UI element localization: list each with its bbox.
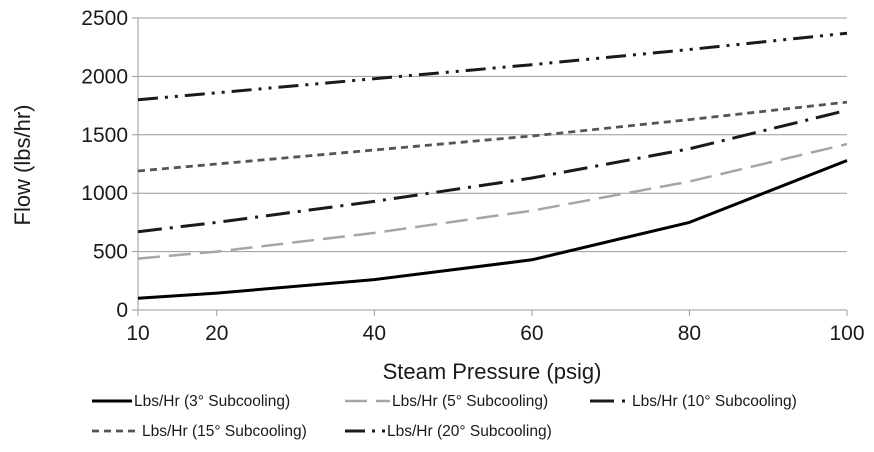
x-axis-title: Steam Pressure (psig): [383, 359, 602, 384]
legend-label-4: Lbs/Hr (15° Subcooling): [142, 423, 307, 440]
y-tick-label: 500: [93, 241, 128, 264]
legend: Lbs/Hr (3° Subcooling) Lbs/Hr (5° Subcool…: [92, 393, 797, 440]
gridlines: [137, 17, 847, 311]
x-tick-label: 10: [126, 322, 149, 345]
y-axis-title: Flow (lbs/hr): [10, 104, 35, 225]
series-lines: [137, 31, 848, 300]
x-tick-label: 40: [363, 322, 386, 345]
y-tick-label: 0: [116, 299, 128, 322]
y-tick-label: 2000: [81, 65, 128, 88]
y-tick-label: 1500: [81, 124, 128, 147]
legend-label-1: Lbs/Hr (3° Subcooling): [134, 393, 290, 410]
x-axis-ticks: 10 20 40 60 80 100: [126, 310, 865, 345]
series-line-2: [137, 142, 848, 260]
legend-label-2: Lbs/Hr (5° Subcooling): [392, 393, 548, 410]
y-tick-label: 1000: [81, 182, 128, 205]
x-tick-label: 100: [829, 322, 864, 345]
series-line-5: [137, 31, 848, 102]
series-line-1: [137, 159, 848, 300]
x-tick-label: 20: [205, 322, 228, 345]
series-line-4: [137, 100, 848, 173]
y-axis-ticks: 0 500 1000 1500 2000 2500: [81, 7, 138, 322]
legend-label-5: Lbs/Hr (20° Subcooling): [387, 423, 552, 440]
x-tick-label: 80: [678, 322, 701, 345]
x-tick-label: 60: [520, 322, 543, 345]
series-line-3: [137, 108, 848, 234]
y-tick-label: 2500: [81, 7, 128, 30]
legend-label-3: Lbs/Hr (10° Subcooling): [632, 393, 797, 410]
